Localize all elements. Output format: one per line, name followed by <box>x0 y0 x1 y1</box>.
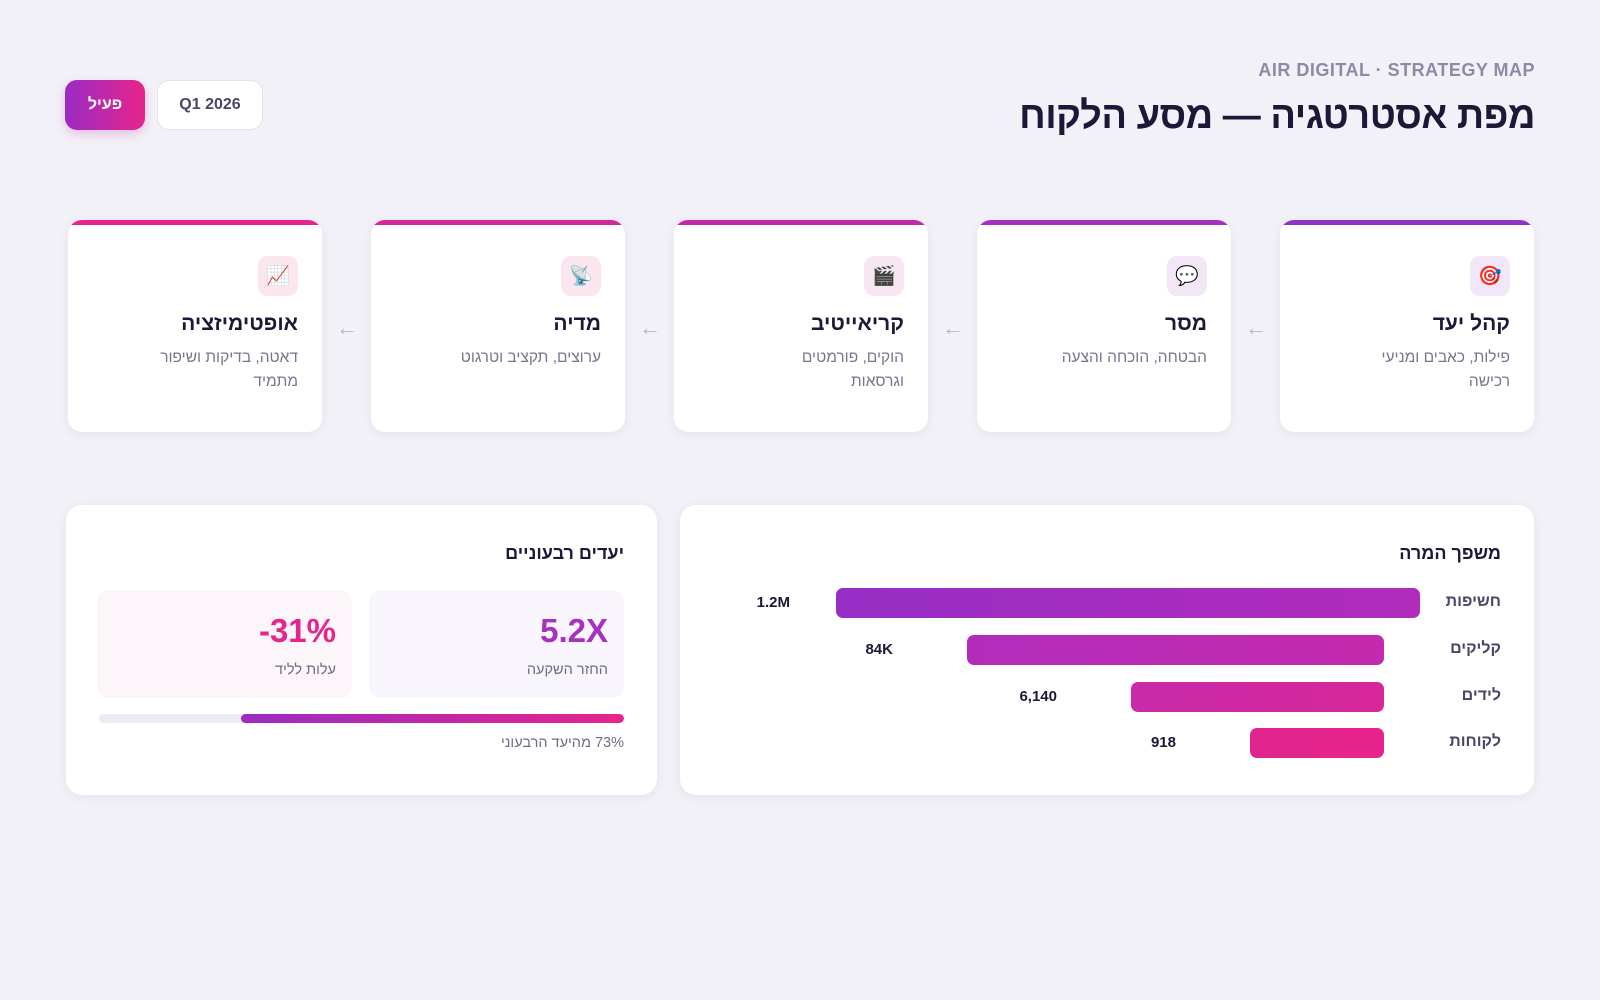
step-title: מסר <box>1164 312 1207 335</box>
funnel-stage-label: חשיפות <box>1445 593 1501 610</box>
funnel-value: 918 <box>1150 734 1176 751</box>
journey-step-card[interactable]: 📡 מדיה ערוצים, תקציב וטרגוט <box>371 220 625 432</box>
funnel-title: משפך המרה <box>1399 543 1501 563</box>
kpi-value: -31% <box>258 612 336 649</box>
step-title: מדיה <box>553 312 601 335</box>
chart-up-icon: 📈 <box>258 256 298 296</box>
funnel-bar <box>967 635 1384 665</box>
step-title: קהל יעד <box>1432 312 1510 335</box>
funnel-stage-label: לידים <box>1461 687 1501 704</box>
satellite-dish-icon: 📡 <box>561 256 601 296</box>
target-icon: 🎯 <box>1470 256 1510 296</box>
flow-arrow-icon: ← <box>942 315 964 340</box>
speech-bubble-icon: 💬 <box>1167 256 1207 296</box>
quarter-badge[interactable]: Q1 2026 <box>157 80 263 130</box>
kpi-card-cost-per-lead: -31% עלות לליד <box>97 590 352 698</box>
page-kicker: AIR DIGITAL · STRATEGY MAP <box>1258 60 1535 80</box>
funnel-stage-row: לקוחות 918 <box>680 728 1534 758</box>
page-header: AIR DIGITAL · STRATEGY MAP מפת אסטרטגיה … <box>65 60 1535 150</box>
kpi-card-roi: 5.2X החזר השקעה <box>369 590 624 698</box>
progress-caption: 73% מהיעד הרבעוני <box>501 735 624 751</box>
step-title: אופטימיזציה <box>181 312 298 335</box>
flow-arrow-icon: ← <box>336 315 358 340</box>
quarterly-progress-bar <box>99 714 624 723</box>
quarterly-goals-panel: יעדים רבעוניים 5.2X החזר השקעה -31% עלות… <box>66 505 657 795</box>
kpi-label: החזר השקעה <box>526 662 608 678</box>
journey-step-card[interactable]: 🎬 קריאייטיב הוקים, פורמטים וגרסאות <box>674 220 928 432</box>
journey-step-card[interactable]: 📈 אופטימיזציה דאטה, בדיקות ושיפור מתמיד <box>68 220 322 432</box>
step-description: פילות, כאבים ומניעי רכישה <box>1381 349 1511 390</box>
flow-arrow-icon: ← <box>639 315 661 340</box>
funnel-bar <box>1131 682 1384 712</box>
funnel-stage-row: חשיפות 1.2M <box>680 588 1534 618</box>
step-description: ערוצים, תקציב וטרגוט <box>460 349 601 366</box>
progress-fill <box>240 714 624 723</box>
clapperboard-icon: 🎬 <box>864 256 904 296</box>
journey-step-card[interactable]: 💬 מסר הבטחה, הוכחה והצעה <box>977 220 1231 432</box>
funnel-value: 6,140 <box>1019 688 1057 705</box>
journey-step-card[interactable]: 🎯 קהל יעד פילות, כאבים ומניעי רכישה <box>1280 220 1534 432</box>
funnel-stage-label: לקוחות <box>1449 733 1501 750</box>
page-title: מפת אסטרטגיה — מסע הלקוח <box>1019 95 1535 137</box>
step-description: הבטחה, הוכחה והצעה <box>1061 349 1207 366</box>
funnel-bar <box>836 588 1420 618</box>
kpi-value: 5.2X <box>540 612 608 649</box>
funnel-stage-label: קליקים <box>1450 640 1501 657</box>
funnel-stage-row: לידים 6,140 <box>680 682 1534 712</box>
status-badge[interactable]: פעיל <box>65 80 145 130</box>
funnel-value: 84K <box>865 641 893 658</box>
title-block: AIR DIGITAL · STRATEGY MAP מפת אסטרטגיה … <box>1019 60 1535 138</box>
funnel-bar <box>1250 728 1384 758</box>
header-badges: פעיל Q1 2026 <box>65 80 263 130</box>
flow-arrow-icon: ← <box>1245 315 1267 340</box>
journey-steps: 🎯 קהל יעד פילות, כאבים ומניעי רכישה ← 💬 מסר הב… <box>66 220 1534 432</box>
step-description: הוקים, פורמטים וגרסאות <box>801 349 904 390</box>
conversion-funnel-panel: משפך המרה חשיפות 1.2M קליקים 84K לידים 6,140 ל… <box>680 505 1534 795</box>
goals-title: יעדים רבעוניים <box>505 543 624 563</box>
step-title: קריאייטיב <box>811 312 904 335</box>
step-description: דאטה, בדיקות ושיפור מתמיד <box>160 349 298 390</box>
funnel-value: 1.2M <box>756 594 790 611</box>
kpi-label: עלות לליד <box>275 662 336 678</box>
funnel-stage-row: קליקים 84K <box>680 635 1534 665</box>
